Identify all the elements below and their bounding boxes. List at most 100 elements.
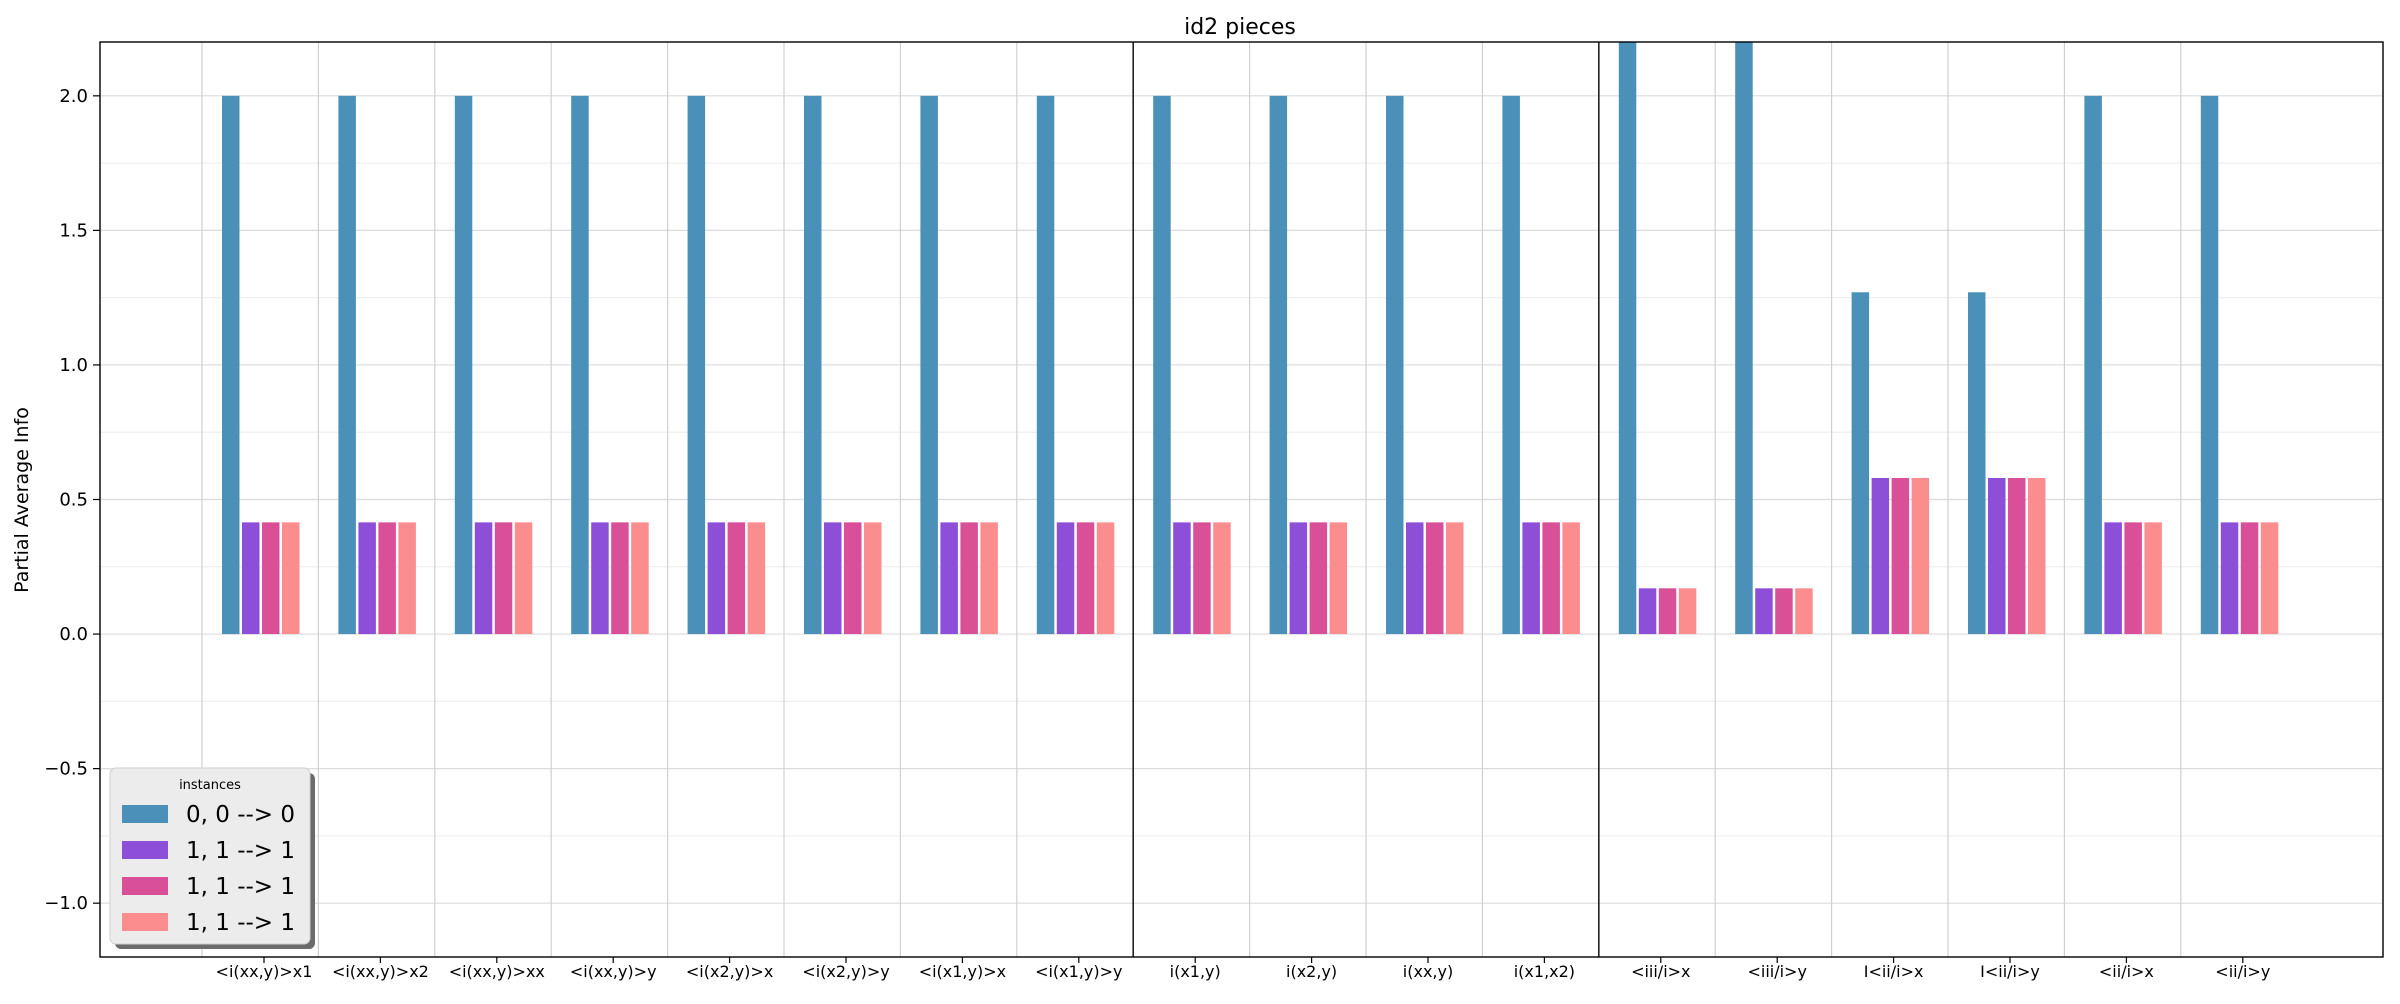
bar <box>2084 95 2102 635</box>
bar <box>1891 477 1910 635</box>
bar <box>222 95 240 635</box>
legend-label: 1, 1 --> 1 <box>186 838 295 864</box>
bar <box>358 522 376 635</box>
bar <box>1522 522 1540 635</box>
bar <box>2200 95 2219 635</box>
legend-swatch <box>122 805 168 823</box>
x-tick-label: I<ii/i>y <box>1980 962 2040 981</box>
bar <box>1795 588 1813 635</box>
bar <box>1406 522 1424 635</box>
bar <box>1968 292 1986 635</box>
bar <box>1193 522 1211 635</box>
legend-title: instances <box>179 778 241 793</box>
x-tick-label: <i(xx,y)>xx <box>449 962 545 981</box>
bar <box>1638 588 1657 635</box>
x-tick-label: <i(xx,y)>y <box>570 962 657 981</box>
bar <box>1502 95 1520 635</box>
bar <box>2240 522 2259 635</box>
bar <box>2104 522 2122 635</box>
x-tick-label: <i(x2,y)>y <box>802 962 889 981</box>
x-tick-label: <i(xx,y)>x1 <box>216 962 313 981</box>
legend-label: 0, 0 --> 0 <box>186 802 295 828</box>
bar <box>707 522 726 635</box>
bar <box>474 522 493 635</box>
bar <box>2008 477 2026 635</box>
bar <box>611 522 629 635</box>
legend-label: 1, 1 --> 1 <box>186 874 295 900</box>
bar <box>1911 477 1930 635</box>
bar <box>1618 42 1637 635</box>
legend-swatch <box>122 913 168 931</box>
bar <box>747 522 766 635</box>
bar <box>804 95 822 635</box>
bar <box>242 522 260 635</box>
x-tick-label: i(x1,y) <box>1170 962 1221 981</box>
bar <box>1173 522 1191 635</box>
axes-layer: −1.0 −0.5 0.0 0.5 1.0 1.5 2.0 <i(xx,y)>x1 <i(xx,… <box>44 41 2384 981</box>
bar <box>1678 588 1697 635</box>
bar <box>1542 522 1560 635</box>
bar <box>1056 522 1075 635</box>
bar <box>1851 292 1870 635</box>
bar <box>1988 477 2006 635</box>
x-tick-label: i(xx,y) <box>1403 962 1453 981</box>
bar <box>960 522 978 635</box>
x-tick-label: i(x2,y) <box>1286 962 1337 981</box>
bar <box>282 522 300 635</box>
bar <box>2028 477 2046 635</box>
y-tick-label: 1.0 <box>59 355 88 376</box>
bar <box>571 95 589 635</box>
y-axis-label: Partial Average Info <box>11 407 33 593</box>
bar <box>824 522 842 635</box>
x-tick-label: I<ii/i>x <box>1864 962 1924 981</box>
bar <box>980 522 998 635</box>
y-tick-label: 0.5 <box>59 490 88 511</box>
bar <box>1036 95 1055 635</box>
bar <box>1386 95 1404 635</box>
y-tick-label: 1.5 <box>59 220 88 241</box>
y-tick-label: −1.0 <box>44 893 88 914</box>
x-tick-label: <ii/i>x <box>2099 962 2154 981</box>
bar <box>864 522 882 635</box>
bar <box>631 522 649 635</box>
bar <box>1309 522 1328 635</box>
x-tick-label: <i(xx,y)>x2 <box>332 962 429 981</box>
legend-swatch <box>122 877 168 895</box>
bar <box>378 522 396 635</box>
bar <box>2124 522 2142 635</box>
y-tick-label: 0.0 <box>59 624 88 645</box>
x-tick-label: <iii/i>y <box>1747 962 1806 981</box>
legend-label: 1, 1 --> 1 <box>186 910 295 936</box>
x-tick-label: i(x1,x2) <box>1514 962 1575 981</box>
bar <box>1735 42 1753 635</box>
bar <box>1871 477 1890 635</box>
legend-swatch <box>122 841 168 859</box>
bar <box>844 522 862 635</box>
bar <box>2144 522 2162 635</box>
bar <box>1658 588 1677 635</box>
x-tick-label: <ii/i>y <box>2215 962 2270 981</box>
bar <box>591 522 609 635</box>
bar <box>687 95 706 635</box>
bar <box>727 522 746 635</box>
bar <box>1076 522 1095 635</box>
bar <box>1153 95 1171 635</box>
bar <box>1562 522 1580 635</box>
bar <box>1289 522 1308 635</box>
y-tick-label: −0.5 <box>44 759 88 780</box>
chart-title: id2 pieces <box>1184 15 1296 40</box>
bar <box>338 95 356 635</box>
bar <box>1269 95 1288 635</box>
bar <box>1426 522 1444 635</box>
x-tick-label: <i(x2,y)>x <box>686 962 773 981</box>
bar <box>1446 522 1464 635</box>
bar <box>2260 522 2279 635</box>
bar <box>1096 522 1115 635</box>
bar <box>940 522 958 635</box>
bar <box>2220 522 2239 635</box>
x-tick-label: <i(x1,y)>y <box>1035 962 1122 981</box>
legend-entries: 0, 0 --> 0 1, 1 --> 1 1, 1 --> 1 1, 1 --> 1 <box>122 802 295 936</box>
x-tick-label: <iii/i>x <box>1631 962 1690 981</box>
x-tick-label: <i(x1,y)>x <box>919 962 1006 981</box>
bar <box>262 522 280 635</box>
